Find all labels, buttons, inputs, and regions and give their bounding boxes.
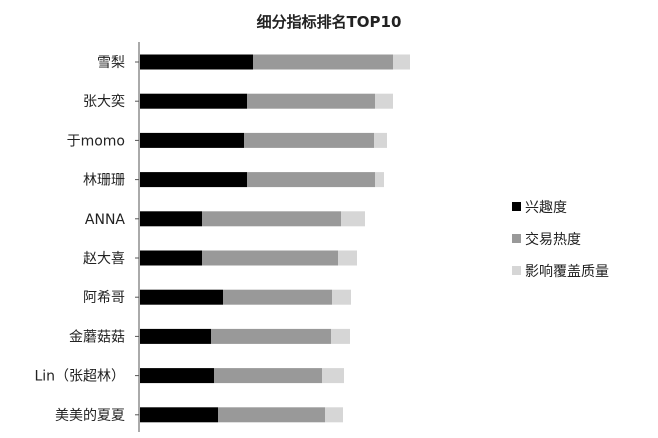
bar-兴趣度-赵大喜	[140, 250, 202, 266]
bar-交易热度-林珊珊	[247, 172, 375, 188]
bar-影响覆盖质量-林珊珊	[375, 172, 384, 188]
chart-title: 细分指标排名TOP10	[256, 13, 402, 31]
bar-交易热度-赵大喜	[202, 250, 338, 266]
bar-兴趣度-张大奕	[140, 93, 247, 109]
bar-兴趣度-ANNA	[140, 211, 202, 227]
legend-label: 兴趣度	[525, 200, 567, 216]
bar-交易热度-ANNA	[202, 211, 341, 227]
bar-兴趣度-金蘑菇菇	[140, 328, 211, 344]
bar-兴趣度-美美的夏夏	[140, 407, 218, 423]
category-label: 阿希哥	[83, 290, 125, 306]
bar-兴趣度-于momo	[140, 132, 244, 148]
category-label: 张大奕	[83, 94, 125, 110]
category-label: Lin（张超林）	[34, 369, 125, 385]
bar-影响覆盖质量-美美的夏夏	[325, 407, 343, 423]
category-label: 林珊珊	[83, 173, 125, 189]
bar-交易热度-阿希哥	[223, 289, 332, 305]
bar-影响覆盖质量-Lin（张超林）	[322, 368, 344, 384]
category-label: ANNA	[85, 212, 126, 228]
bar-影响覆盖质量-金蘑菇菇	[331, 328, 350, 344]
bar-交易热度-于momo	[244, 132, 374, 148]
category-label: 赵大喜	[83, 251, 125, 267]
legend-swatch	[512, 266, 521, 275]
bar-影响覆盖质量-ANNA	[341, 211, 365, 227]
bar-交易热度-张大奕	[247, 93, 375, 109]
bar-交易热度-雪梨	[253, 54, 393, 70]
legend-label: 交易热度	[525, 231, 581, 248]
bar-影响覆盖质量-于momo	[374, 132, 387, 148]
legend-label: 影响覆盖质量	[525, 264, 609, 280]
bar-兴趣度-林珊珊	[140, 172, 247, 188]
category-label: 美美的夏夏	[55, 408, 125, 424]
category-label: 金蘑菇菇	[69, 329, 125, 345]
bar-交易热度-美美的夏夏	[218, 407, 325, 423]
bar-兴趣度-阿希哥	[140, 289, 223, 305]
bar-影响覆盖质量-赵大喜	[338, 250, 357, 266]
category-label: 雪梨	[97, 55, 125, 71]
bar-影响覆盖质量-张大奕	[375, 93, 393, 109]
bar-兴趣度-雪梨	[140, 54, 253, 70]
bar-兴趣度-Lin（张超林）	[140, 368, 214, 384]
category-label: 于momo	[67, 133, 125, 149]
legend-swatch	[512, 234, 521, 243]
bar-影响覆盖质量-阿希哥	[332, 289, 351, 305]
bar-交易热度-Lin（张超林）	[214, 368, 322, 384]
bar-交易热度-金蘑菇菇	[211, 328, 331, 344]
legend-swatch	[512, 202, 521, 211]
bar-影响覆盖质量-雪梨	[393, 54, 410, 70]
